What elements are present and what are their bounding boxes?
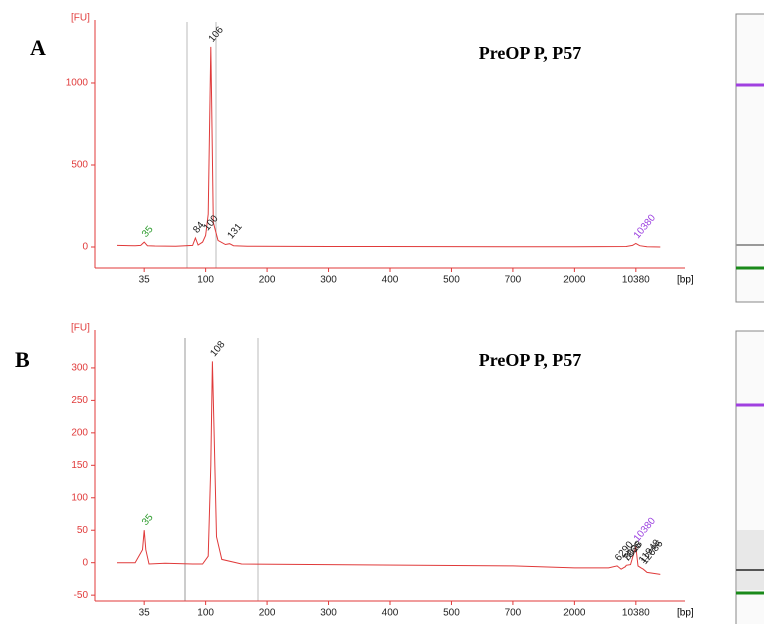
x-tick-label: 2000: [563, 608, 586, 619]
peak-label: 106: [207, 24, 226, 44]
x-tick-label: 10380: [622, 275, 650, 286]
y-tick-label: 500: [71, 160, 88, 171]
y-tick-label: 0: [82, 242, 88, 253]
y-tick-label: 200: [71, 427, 88, 438]
x-tick-label: 700: [505, 608, 522, 619]
chart-title: PreOP P, P57: [479, 350, 582, 370]
x-tick-label: 300: [320, 608, 337, 619]
y-tick-label: 50: [77, 525, 89, 536]
x-tick-label: 700: [505, 275, 522, 286]
page: APreOP P, P57[FU][bp]0500100035100200300…: [0, 0, 764, 624]
chart-title: PreOP P, P57: [479, 43, 582, 63]
x-tick-label: 2000: [563, 275, 586, 286]
x-tick-label: 35: [139, 608, 151, 619]
x-axis-label: [bp]: [677, 608, 694, 619]
figure: APreOP P, P57[FU][bp]0500100035100200300…: [0, 0, 764, 624]
gel-smear: [737, 530, 764, 590]
peak-label: 35: [140, 512, 156, 528]
x-tick-label: 100: [197, 275, 214, 286]
gel-b: [736, 331, 764, 624]
panel-label: A: [30, 35, 46, 60]
x-tick-label: 200: [259, 608, 276, 619]
gel-a: [736, 14, 764, 302]
x-tick-label: 35: [139, 275, 151, 286]
y-tick-label: 0: [82, 557, 88, 568]
peak-label: 100: [202, 213, 221, 233]
trace: [117, 47, 660, 247]
y-tick-label: 250: [71, 395, 88, 406]
x-tick-label: 400: [382, 275, 399, 286]
x-axis-label: [bp]: [677, 275, 694, 286]
x-tick-label: 10380: [622, 608, 650, 619]
x-tick-label: 500: [443, 275, 460, 286]
y-axis-label: [FU]: [71, 323, 90, 334]
peak-label: 35: [140, 224, 156, 240]
x-tick-label: 100: [197, 608, 214, 619]
y-tick-label: 150: [71, 460, 88, 471]
y-tick-label: 300: [71, 363, 88, 374]
peak-label: 108: [208, 339, 227, 359]
panel-label: B: [15, 347, 30, 372]
peak-label: 10380: [632, 212, 659, 241]
trace: [117, 361, 660, 574]
y-tick-label: 100: [71, 492, 88, 503]
y-tick-label: 1000: [66, 78, 89, 89]
y-tick-label: -50: [74, 590, 89, 601]
x-tick-label: 500: [443, 608, 460, 619]
x-tick-label: 300: [320, 275, 337, 286]
x-tick-label: 200: [259, 275, 276, 286]
gel-lane: [736, 14, 764, 302]
peak-label: 131: [225, 221, 244, 241]
x-tick-label: 400: [382, 608, 399, 619]
y-axis-label: [FU]: [71, 13, 90, 24]
